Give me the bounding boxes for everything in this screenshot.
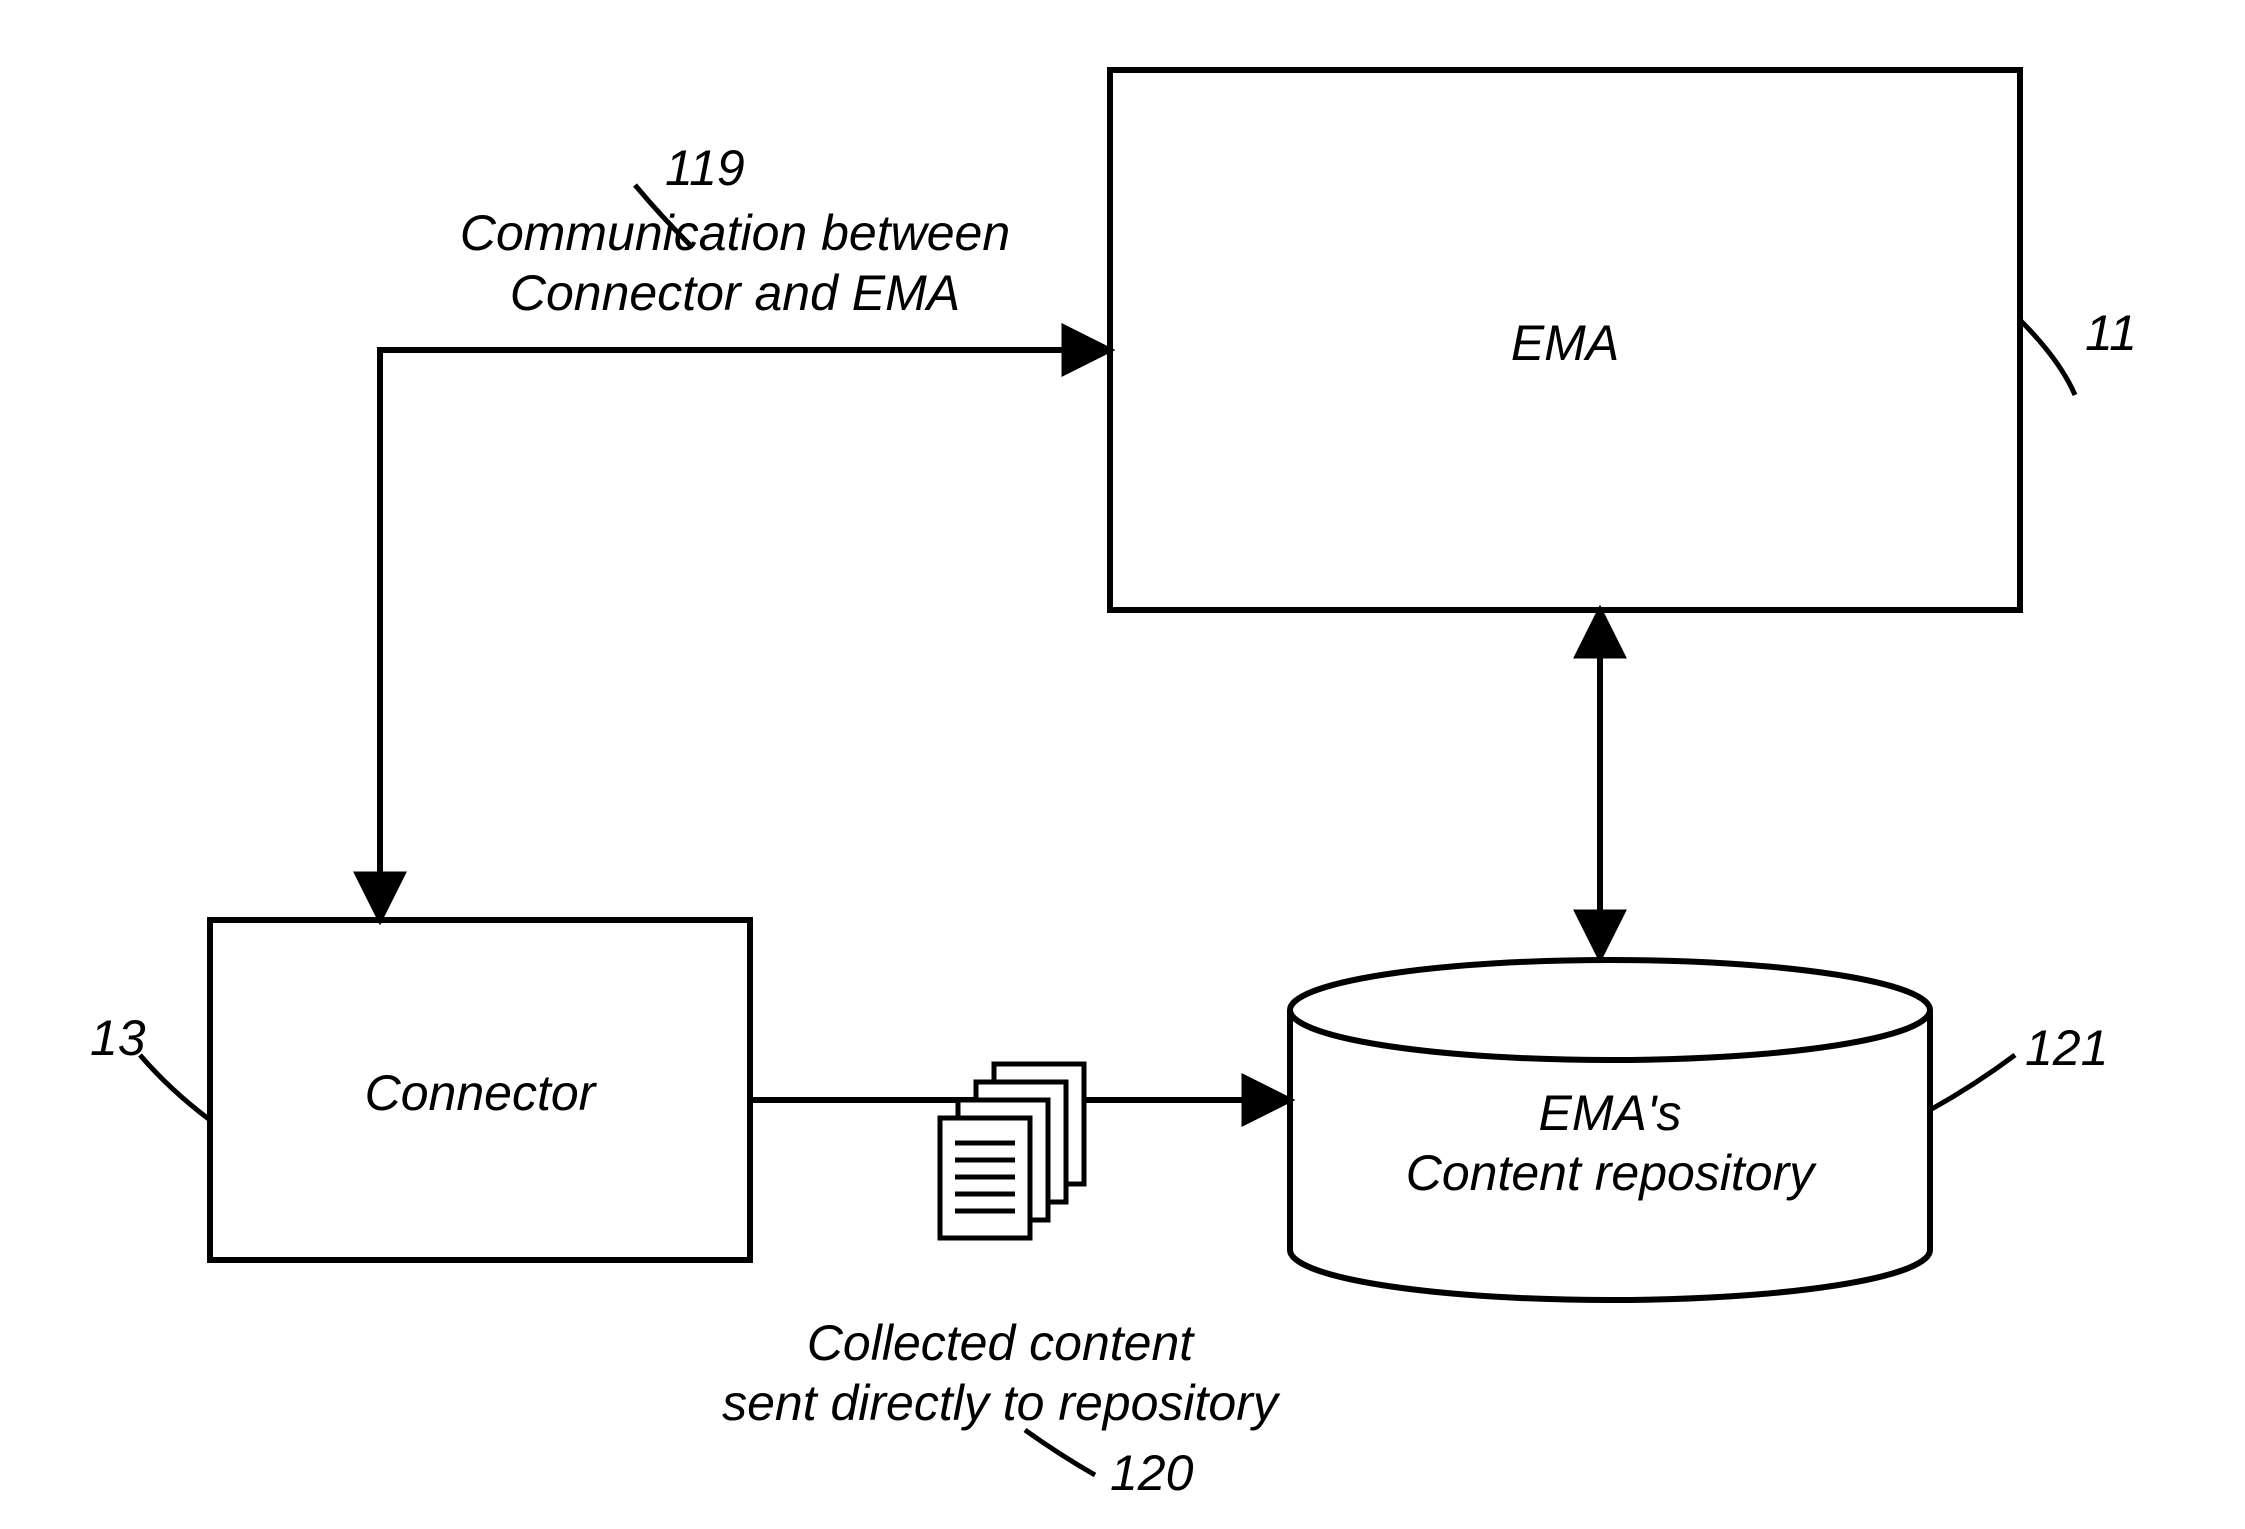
repo-label-1: EMA's (1539, 1085, 1682, 1141)
ref-11: 11 (2085, 305, 2137, 361)
leadline-11 (2020, 320, 2075, 395)
ref-119: 119 (665, 140, 745, 196)
ref-13: 13 (90, 1010, 146, 1066)
documents-icon (940, 1064, 1084, 1238)
repo-label-2: Content repository (1406, 1145, 1818, 1201)
leadline-13 (140, 1055, 210, 1120)
leadline-121 (1930, 1055, 2015, 1110)
connector-label: Connector (365, 1065, 598, 1121)
ref-121: 121 (2025, 1020, 2108, 1076)
leadline-120 (1025, 1430, 1095, 1475)
edge-comm-label-2: Connector and EMA (510, 265, 960, 321)
edge-comm-label-1: Communication between (460, 205, 1010, 261)
edge-content-label-1: Collected content (807, 1315, 1195, 1371)
ref-120: 120 (1110, 1445, 1194, 1501)
edge-comm (380, 350, 1110, 920)
edge-content-label-2: sent directly to repository (722, 1375, 1281, 1431)
ema-label: EMA (1511, 315, 1619, 371)
